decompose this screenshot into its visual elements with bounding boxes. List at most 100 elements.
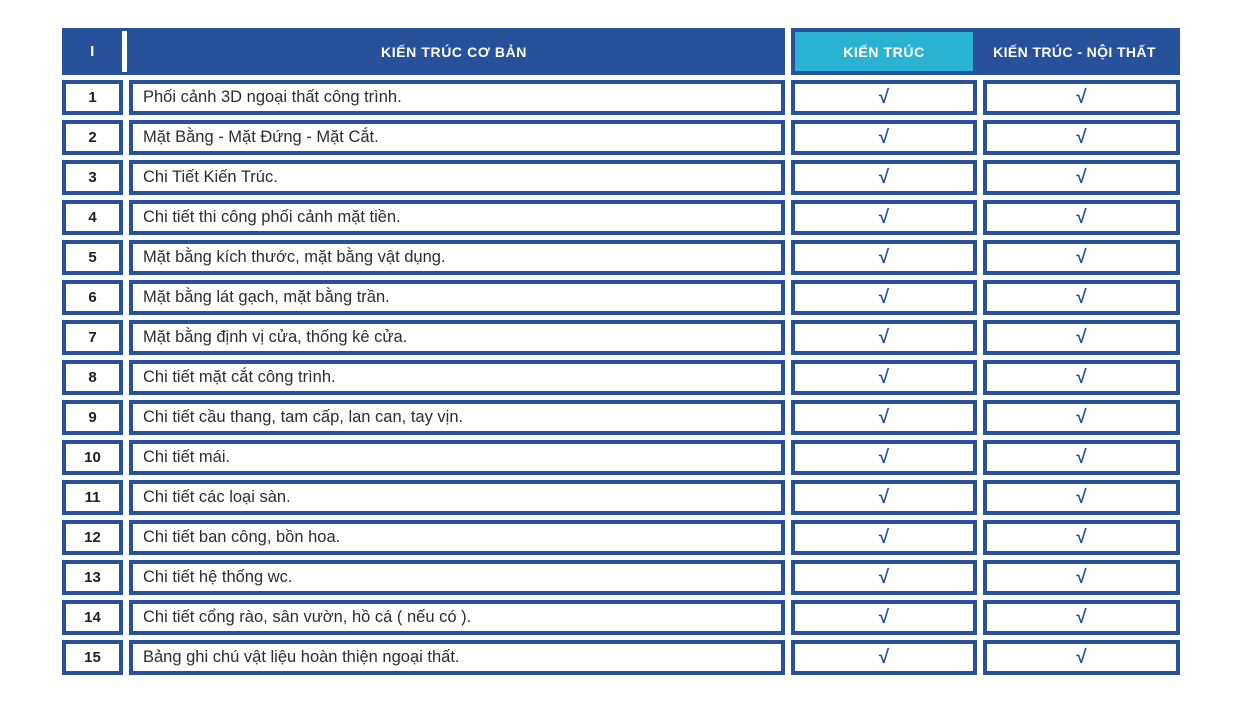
header-category-bar: I KIẾN TRÚC CƠ BẢN <box>62 28 785 75</box>
check-mark: √ <box>878 367 890 388</box>
row-number-cell: 8 <box>62 360 123 395</box>
check-mark: √ <box>878 407 890 428</box>
table-row: 15 Bảng ghi chú vật liệu hoàn thiện ngoại… <box>62 640 1180 675</box>
row-number-cell: 2 <box>62 120 123 155</box>
header-packages-bar: KIẾN TRÚC KIẾN TRÚC - NỘI THẤT <box>791 28 1180 75</box>
row-description-cell: Mặt bằng lát gạch, mặt bằng trần. <box>129 280 785 315</box>
table-row: 5 Mặt bằng kích thước, mặt bằng vật dụng.… <box>62 240 1180 275</box>
table-row: 10 Chi tiết mái. √ √ <box>62 440 1180 475</box>
row-description-cell: Chi tiết thi công phối cảnh mặt tiền. <box>129 200 785 235</box>
check-cell-kien-truc-noi-that: √ <box>983 560 1180 595</box>
row-description-cell: Bảng ghi chú vật liệu hoàn thiện ngoại t… <box>129 640 785 675</box>
row-description-cell: Chi tiết cổng rào, sân vườn, hồ cá ( nếu… <box>129 600 785 635</box>
check-mark: √ <box>1076 647 1087 668</box>
check-mark: √ <box>1076 447 1087 468</box>
table-row: 13 Chi tiết hệ thống wc. √ √ <box>62 560 1180 595</box>
check-cell-kien-truc: √ <box>791 440 977 475</box>
row-number-cell: 7 <box>62 320 123 355</box>
check-cell-kien-truc: √ <box>791 520 977 555</box>
table-row: 7 Mặt bằng định vị cửa, thống kê cửa. √ √ <box>62 320 1180 355</box>
table-row: 12 Chi tiết ban công, bồn hoa. √ √ <box>62 520 1180 555</box>
table-row: 9 Chi tiết cầu thang, tam cấp, lan can, t… <box>62 400 1180 435</box>
check-cell-kien-truc: √ <box>791 200 977 235</box>
header-package-kien-truc: KIẾN TRÚC <box>795 32 973 71</box>
row-description-cell: Chi tiết cầu thang, tam cấp, lan can, ta… <box>129 400 785 435</box>
row-number-cell: 3 <box>62 160 123 195</box>
table-row: 6 Mặt bằng lát gạch, mặt bằng trần. √ √ <box>62 280 1180 315</box>
table-row: 4 Chi tiết thi công phối cảnh mặt tiền. √ √ <box>62 200 1180 235</box>
check-cell-kien-truc-noi-that: √ <box>983 440 1180 475</box>
check-cell-kien-truc-noi-that: √ <box>983 80 1180 115</box>
check-mark: √ <box>878 447 890 468</box>
row-description-cell: Chi tiết ban công, bồn hoa. <box>129 520 785 555</box>
header-package-kien-truc-noi-that: KIẾN TRÚC - NỘI THẤT <box>993 43 1156 60</box>
check-mark: √ <box>878 87 890 108</box>
row-number-cell: 1 <box>62 80 123 115</box>
row-description-cell: Chi Tiết Kiến Trúc. <box>129 160 785 195</box>
check-cell-kien-truc: √ <box>791 480 977 515</box>
row-number-cell: 4 <box>62 200 123 235</box>
check-mark: √ <box>1076 247 1087 268</box>
row-number-cell: 12 <box>62 520 123 555</box>
check-cell-kien-truc-noi-that: √ <box>983 400 1180 435</box>
table-row: 11 Chi tiết các loại sàn. √ √ <box>62 480 1180 515</box>
row-number-cell: 5 <box>62 240 123 275</box>
check-cell-kien-truc-noi-that: √ <box>983 640 1180 675</box>
check-mark: √ <box>878 647 890 668</box>
check-mark: √ <box>1076 367 1087 388</box>
header-category-title: KIẾN TRÚC CƠ BẢN <box>381 43 527 60</box>
row-number-cell: 15 <box>62 640 123 675</box>
check-cell-kien-truc-noi-that: √ <box>983 240 1180 275</box>
row-description-cell: Chi tiết các loại sàn. <box>129 480 785 515</box>
row-description-cell: Mặt Bằng - Mặt Đứng - Mặt Cắt. <box>129 120 785 155</box>
row-number-cell: 6 <box>62 280 123 315</box>
header-divider <box>122 31 127 72</box>
check-cell-kien-truc: √ <box>791 640 977 675</box>
table-row: 3 Chi Tiết Kiến Trúc. √ √ <box>62 160 1180 195</box>
check-cell-kien-truc-noi-that: √ <box>983 520 1180 555</box>
check-mark: √ <box>878 167 890 188</box>
check-cell-kien-truc-noi-that: √ <box>983 160 1180 195</box>
check-mark: √ <box>1076 487 1087 508</box>
row-number-cell: 9 <box>62 400 123 435</box>
check-cell-kien-truc: √ <box>791 240 977 275</box>
check-mark: √ <box>878 247 890 268</box>
check-mark: √ <box>1076 87 1087 108</box>
check-mark: √ <box>878 487 890 508</box>
check-cell-kien-truc-noi-that: √ <box>983 320 1180 355</box>
check-mark: √ <box>878 567 890 588</box>
table-row: 1 Phối cảnh 3D ngoại thất công trình. √ √ <box>62 80 1180 115</box>
check-cell-kien-truc: √ <box>791 120 977 155</box>
check-mark: √ <box>878 287 890 308</box>
check-cell-kien-truc: √ <box>791 280 977 315</box>
row-number-cell: 13 <box>62 560 123 595</box>
row-number-cell: 14 <box>62 600 123 635</box>
row-description-cell: Phối cảnh 3D ngoại thất công trình. <box>129 80 785 115</box>
check-mark: √ <box>1076 327 1087 348</box>
check-mark: √ <box>1076 287 1087 308</box>
check-cell-kien-truc: √ <box>791 600 977 635</box>
check-mark: √ <box>878 207 890 228</box>
check-mark: √ <box>1076 407 1087 428</box>
check-mark: √ <box>878 327 890 348</box>
row-description-cell: Chi tiết mặt cắt công trình. <box>129 360 785 395</box>
check-cell-kien-truc-noi-that: √ <box>983 200 1180 235</box>
row-description-cell: Chi tiết mái. <box>129 440 785 475</box>
table-row: 14 Chi tiết cổng rào, sân vườn, hồ cá ( n… <box>62 600 1180 635</box>
service-scope-table: I KIẾN TRÚC CƠ BẢN KIẾN TRÚC KIẾN TRÚC -… <box>62 28 1180 675</box>
table-row: 2 Mặt Bằng - Mặt Đứng - Mặt Cắt. √ √ <box>62 120 1180 155</box>
check-mark: √ <box>878 527 890 548</box>
check-mark: √ <box>1076 167 1087 188</box>
check-cell-kien-truc-noi-that: √ <box>983 480 1180 515</box>
check-cell-kien-truc-noi-that: √ <box>983 120 1180 155</box>
check-cell-kien-truc: √ <box>791 320 977 355</box>
check-mark: √ <box>878 127 890 148</box>
check-cell-kien-truc-noi-that: √ <box>983 280 1180 315</box>
row-description-cell: Mặt bằng kích thước, mặt bằng vật dụng. <box>129 240 785 275</box>
check-mark: √ <box>1076 127 1087 148</box>
check-mark: √ <box>1076 607 1087 628</box>
table-row: 8 Chi tiết mặt cắt công trình. √ √ <box>62 360 1180 395</box>
table-body: 1 Phối cảnh 3D ngoại thất công trình. √ √ 2 M… <box>62 80 1180 675</box>
check-cell-kien-truc-noi-that: √ <box>983 600 1180 635</box>
check-cell-kien-truc: √ <box>791 400 977 435</box>
